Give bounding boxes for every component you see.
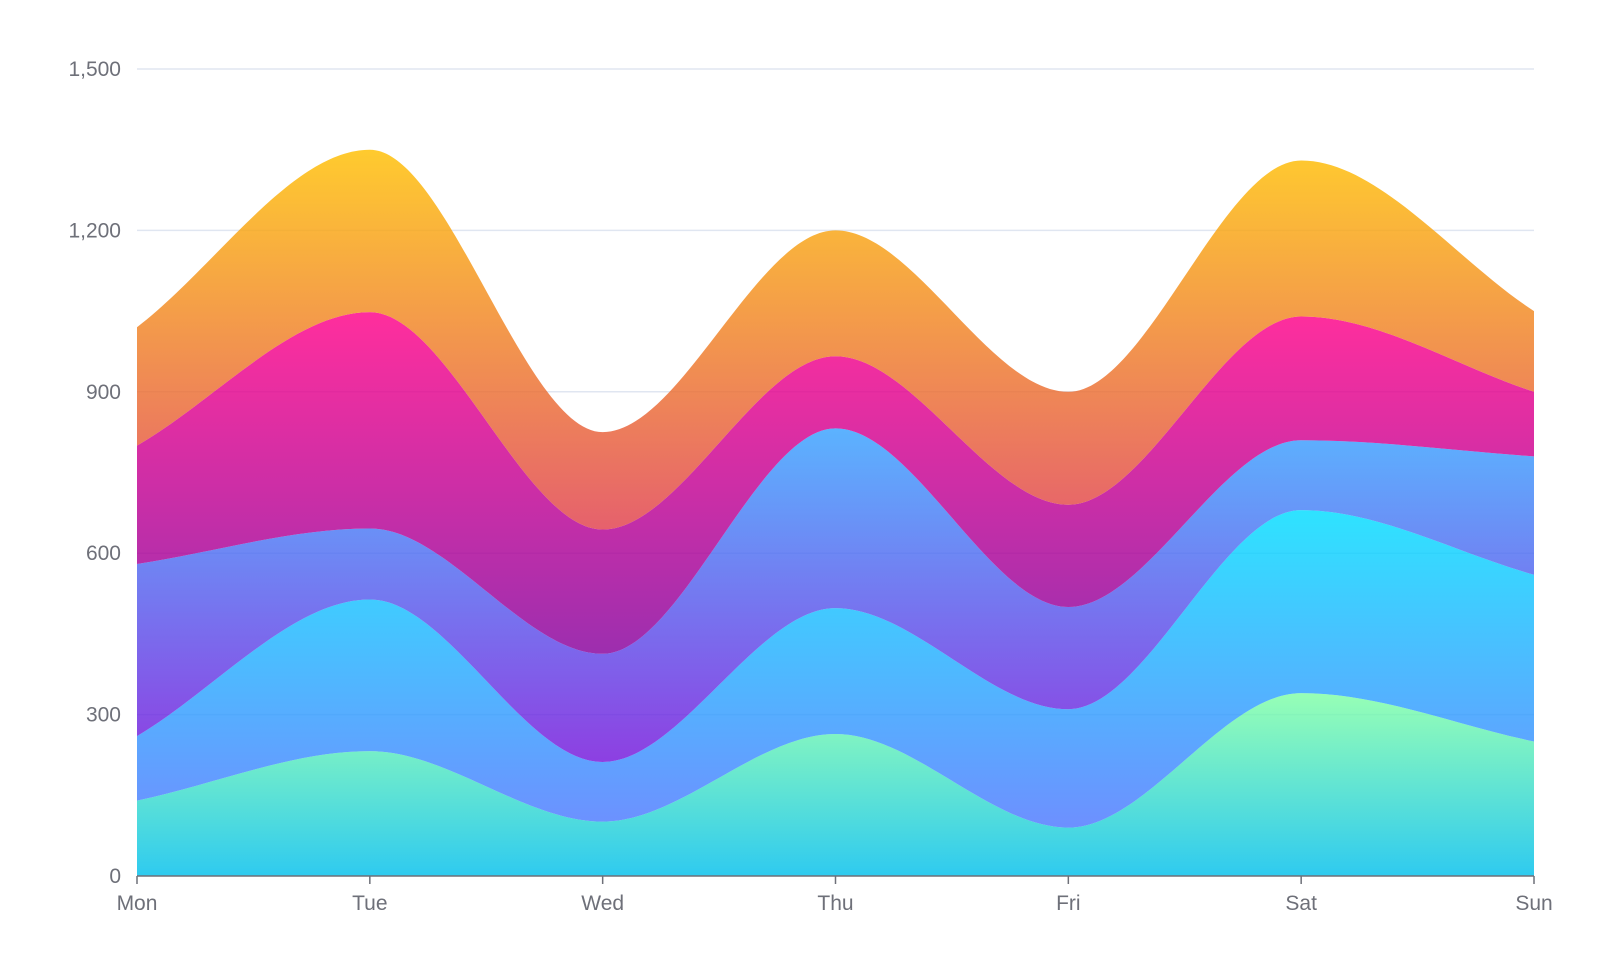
series-areas: [137, 149, 1534, 876]
y-tick-label: 0: [109, 865, 121, 888]
x-tick-label: Tue: [352, 892, 387, 915]
y-tick-label: 1,500: [68, 58, 121, 81]
x-tick-label: Sun: [1515, 892, 1552, 915]
y-tick-label: 900: [86, 381, 121, 404]
series-area-1: [137, 693, 1534, 876]
y-tick-label: 600: [86, 542, 121, 565]
x-tick-label: Mon: [117, 892, 158, 915]
series-area-4: [137, 312, 1534, 654]
x-tick-label: Thu: [817, 892, 853, 915]
series-area-3: [137, 428, 1534, 762]
x-tick-label: Sat: [1285, 892, 1317, 915]
y-tick-label: 1,200: [68, 219, 121, 242]
y-tick-label: 300: [86, 704, 121, 727]
axes: [136, 875, 1535, 884]
x-axis-tick-labels: Mon Tue Wed Thu Fri Sat Sun: [117, 892, 1553, 915]
series-area-2: [137, 510, 1534, 828]
series-area-5: [137, 149, 1534, 530]
x-tick-label: Fri: [1056, 892, 1081, 915]
x-tick-label: Wed: [581, 892, 624, 915]
y-axis-tick-labels: 0 300 600 900 1,200 1,500: [68, 58, 121, 888]
